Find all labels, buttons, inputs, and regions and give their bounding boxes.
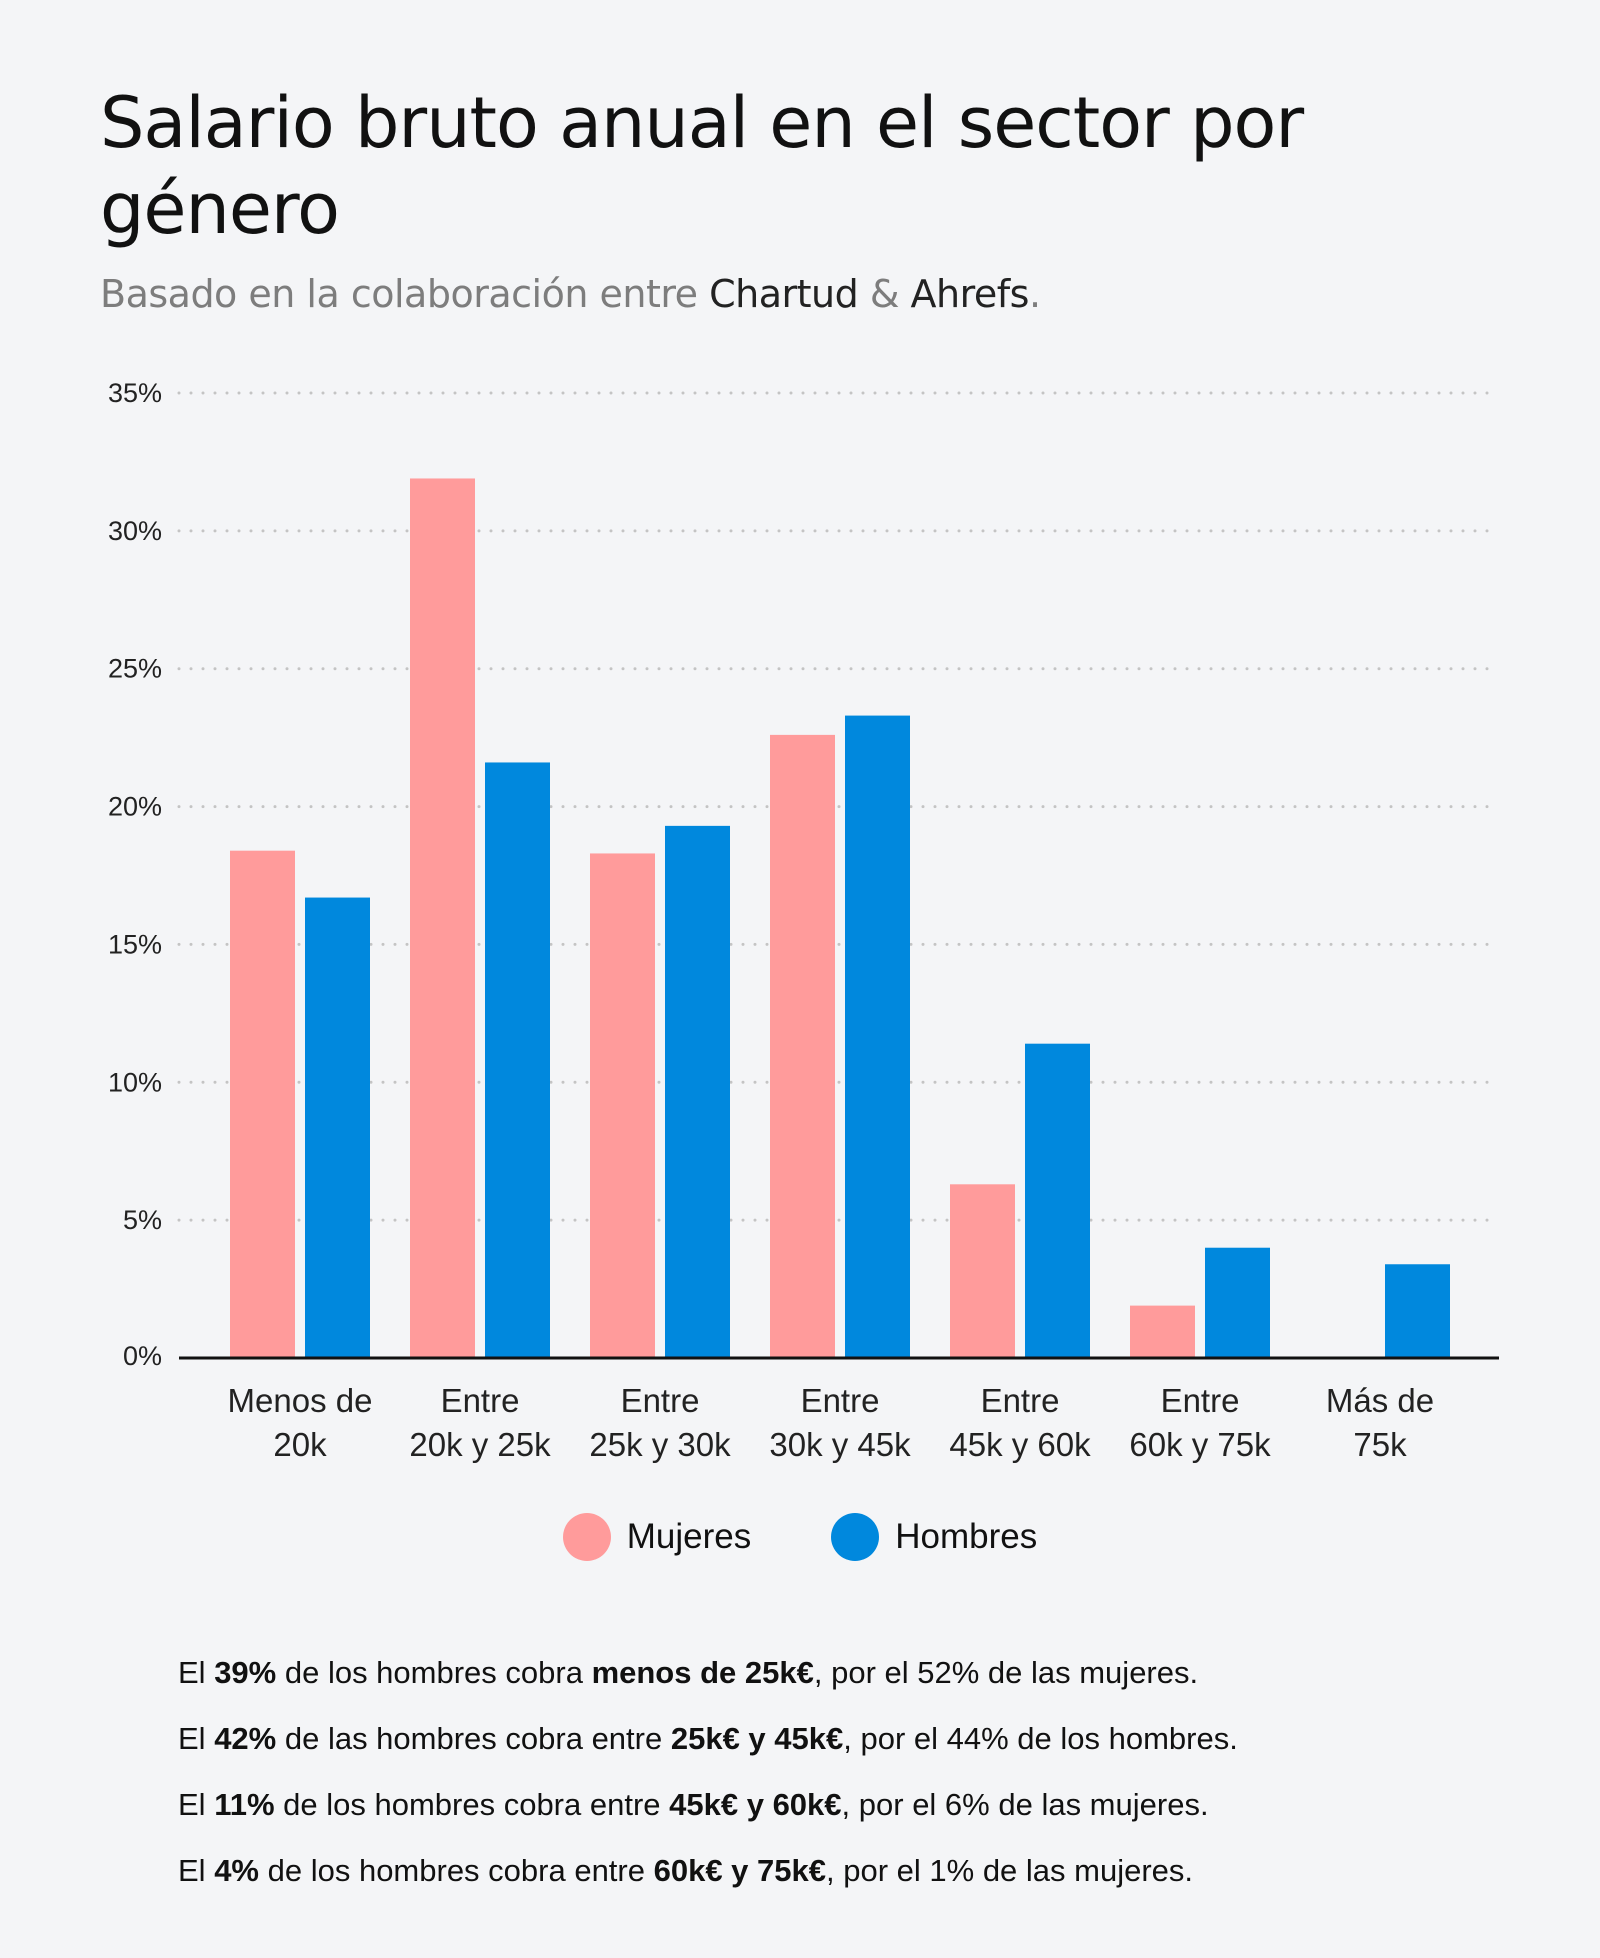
x-tick-label: Entre [1161, 1382, 1240, 1419]
note-text: , por el 52% de las mujeres. [813, 1655, 1199, 1690]
legend-label: Mujeres [626, 1517, 752, 1556]
bar-hombres [845, 715, 910, 1358]
note-highlight: 42% [214, 1721, 277, 1756]
bar-hombres [1205, 1247, 1270, 1358]
note-line: El 11% de los hombres cobra entre 45k€ y… [178, 1772, 1238, 1838]
bar-mujeres [410, 478, 475, 1358]
note-text: El [178, 1655, 215, 1690]
y-tick-label: 5% [123, 1205, 162, 1235]
note-text: El [178, 1721, 215, 1756]
note-text: de las hombres cobra entre [276, 1721, 671, 1756]
bar-mujeres [1130, 1305, 1195, 1358]
x-tick-label: Entre [981, 1382, 1060, 1419]
note-text: , por el 6% de las mujeres. [841, 1787, 1209, 1822]
x-tick-label: 45k y 60k [949, 1426, 1091, 1463]
note-highlight: 4% [214, 1853, 259, 1888]
note-highlight: 60k€ y 75k€ [653, 1853, 827, 1888]
x-tick-label: 30k y 45k [769, 1426, 911, 1463]
y-tick-label: 0% [123, 1341, 162, 1371]
subtitle-suffix: . [1028, 272, 1041, 316]
x-tick-label: 60k y 75k [1129, 1426, 1271, 1463]
note-text: de los hombres cobra entre [274, 1787, 670, 1822]
bar-hombres [485, 762, 550, 1358]
note-line: El 42% de las hombres cobra entre 25k€ y… [178, 1706, 1238, 1772]
bar-mujeres [590, 853, 655, 1358]
y-tick-label: 35% [108, 378, 162, 408]
y-tick-label: 30% [108, 516, 162, 546]
legend-item-hombres: Hombres [831, 1513, 1037, 1561]
x-tick-label: 75k [1353, 1426, 1407, 1463]
y-tick-label: 10% [108, 1067, 162, 1097]
bar-mujeres [230, 850, 295, 1358]
x-tick-label: Menos de [228, 1382, 373, 1419]
brand-chartud: Chartud [709, 272, 859, 316]
legend-label: Hombres [895, 1517, 1038, 1556]
brand-ahrefs: Ahrefs [910, 272, 1030, 316]
bar-hombres [1025, 1043, 1090, 1358]
note-text: de los hombres cobra [276, 1655, 592, 1690]
legend-item-mujeres: Mujeres [562, 1513, 752, 1561]
note-text: El [178, 1853, 215, 1888]
x-tick-label: Entre [621, 1382, 700, 1419]
subtitle-prefix: Basado en la colaboración entre [100, 272, 710, 316]
chart-subtitle: Basado en la colaboración entre Chartud … [100, 272, 1041, 316]
note-line: El 39% de los hombres cobra menos de 25k… [178, 1640, 1238, 1706]
note-line: El 4% de los hombres cobra entre 60k€ y … [178, 1838, 1238, 1904]
y-tick-label: 25% [108, 654, 162, 684]
x-tick-label: Entre [441, 1382, 520, 1419]
note-highlight: 11% [214, 1787, 275, 1822]
x-tick-label: 20k y 25k [409, 1426, 551, 1463]
note-text: , por el 44% de los hombres. [843, 1721, 1238, 1756]
bar-chart: 0% 5% 10% 15% 20% 25% 30% 35% Menos de 20k Entre 20… [108, 378, 1501, 1463]
subtitle-amp: & [858, 272, 911, 316]
bar-hombres [305, 897, 370, 1358]
legend-swatch-mujeres [562, 1513, 611, 1561]
bar-mujeres [770, 734, 835, 1358]
legend: Mujeres Hombres [0, 1513, 1600, 1561]
note-highlight: 39% [214, 1655, 277, 1690]
x-tick-label: Entre [801, 1382, 880, 1419]
bar-hombres [665, 825, 730, 1358]
legend-swatch-hombres [831, 1513, 880, 1561]
bar-hombres [1385, 1264, 1450, 1358]
x-tick-label: 25k y 30k [589, 1426, 731, 1463]
note-text: , por el 1% de las mujeres. [826, 1853, 1194, 1888]
note-text: El [178, 1787, 215, 1822]
x-tick-label: Más de [1326, 1382, 1434, 1419]
chart-title: Salario bruto anual en el sector por gén… [100, 82, 1304, 250]
bar-mujeres [950, 1184, 1015, 1358]
x-tick-label: 20k [273, 1426, 327, 1463]
note-highlight: 45k€ y 60k€ [669, 1787, 842, 1822]
note-highlight: menos de 25k€ [591, 1655, 814, 1690]
note-text: de los hombres cobra entre [259, 1853, 654, 1888]
y-tick-label: 20% [108, 792, 162, 822]
note-highlight: 25k€ y 45k€ [670, 1721, 844, 1756]
notes: El 39% de los hombres cobra menos de 25k… [178, 1640, 1238, 1904]
y-tick-label: 15% [108, 929, 162, 959]
